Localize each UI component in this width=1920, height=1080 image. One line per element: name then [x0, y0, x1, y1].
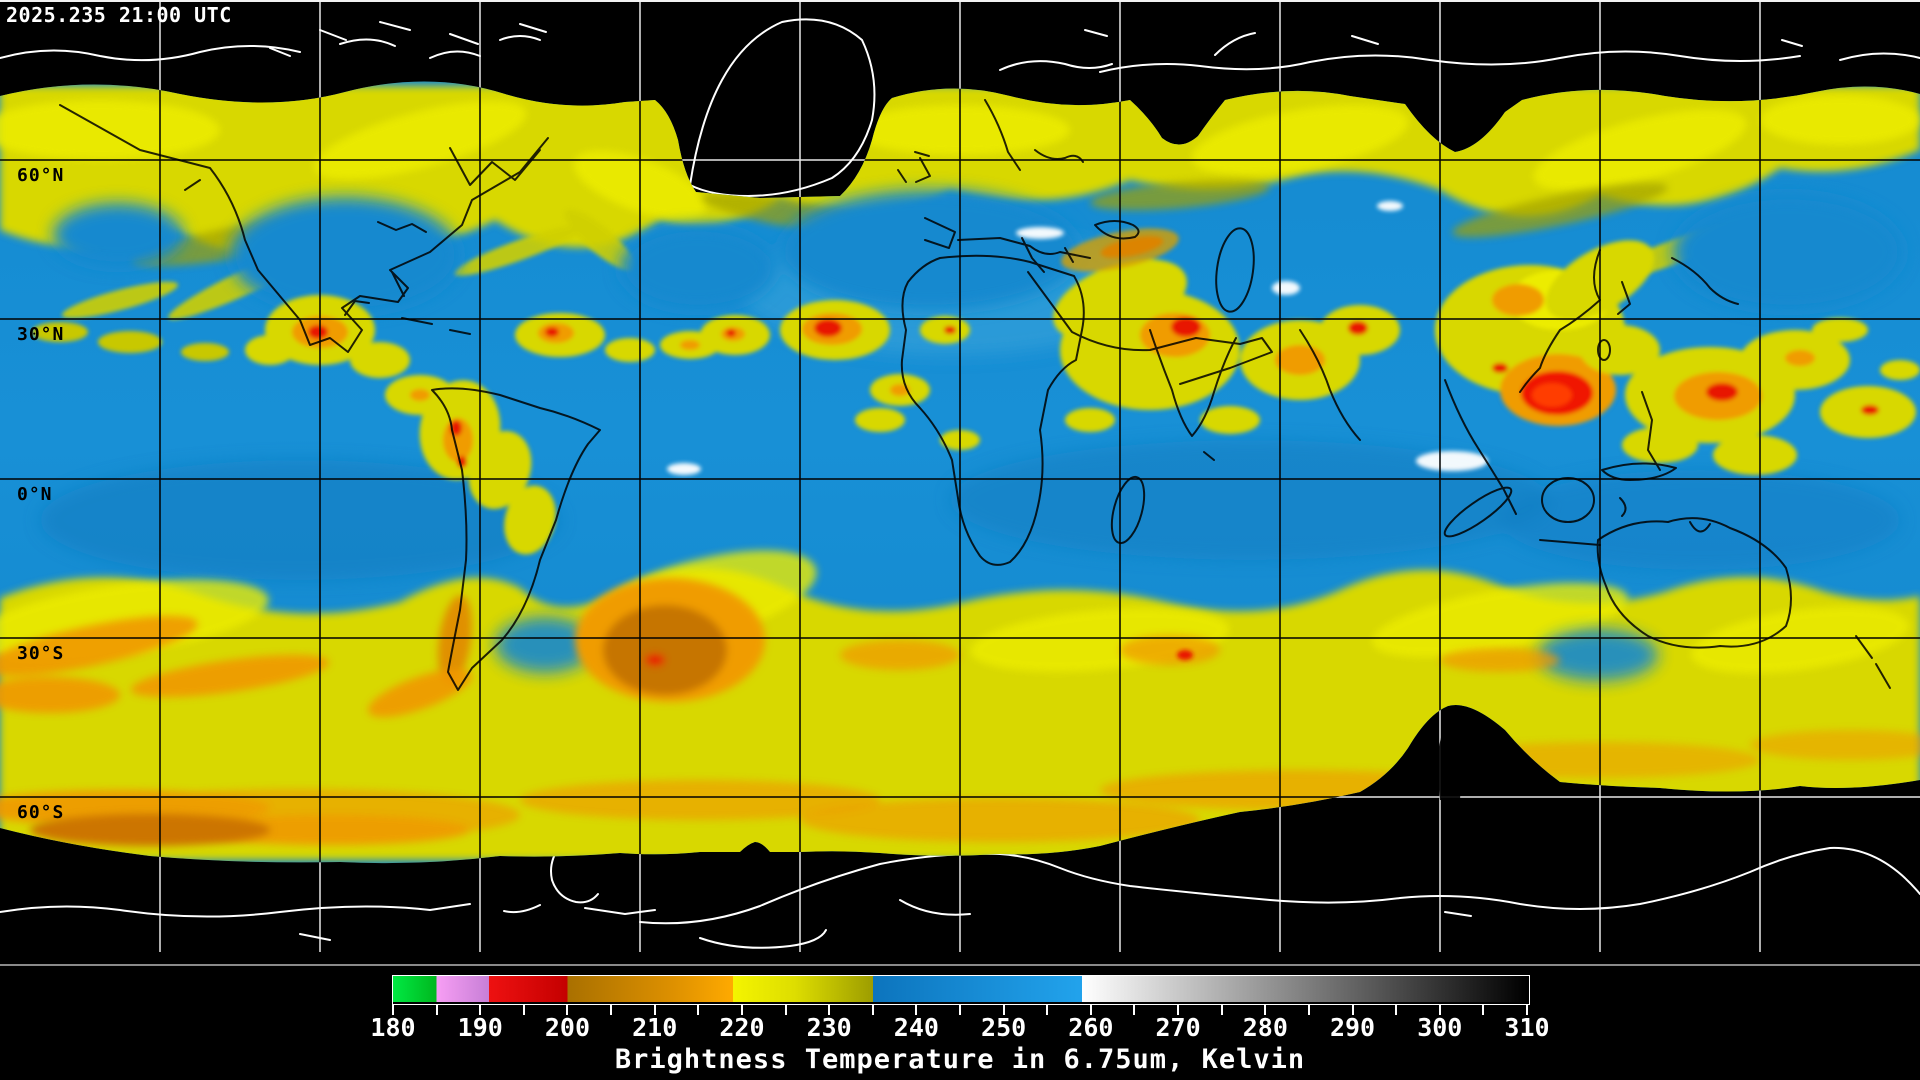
- colorbar-tick-label: 260: [1068, 1013, 1114, 1042]
- colorbar-tick-label: 300: [1417, 1013, 1463, 1042]
- colorbar-tick: [522, 1004, 525, 1015]
- colorbar-tick-label: 230: [806, 1013, 852, 1042]
- colorbar-tick-label: 250: [981, 1013, 1027, 1042]
- colorbar-caption: Brightness Temperature in 6.75um, Kelvin: [614, 1044, 1306, 1075]
- latitude-label: 0°N: [17, 484, 53, 505]
- satellite-map-image: [0, 0, 1920, 952]
- colorbar-tick-label: 210: [632, 1013, 678, 1042]
- latitude-label: 60°S: [17, 802, 65, 823]
- colorbar-tick: [915, 1004, 918, 1015]
- colorbar-tick-label: 200: [544, 1013, 591, 1042]
- colorbar-tick-label: 220: [719, 1013, 765, 1042]
- colorbar-tick: [1089, 1004, 1092, 1015]
- colorbar-tick: [1002, 1004, 1005, 1015]
- polar-coastlines: [0, 18, 1920, 949]
- latitude-label: 30°N: [17, 324, 65, 345]
- colorbar-tick: [784, 1004, 787, 1015]
- colorbar-tick-label: 180: [370, 1013, 416, 1042]
- colorbar-tick: [479, 1004, 482, 1015]
- colorbar: [392, 975, 1530, 1005]
- colorbar-tick: [1395, 1004, 1398, 1015]
- colorbar-tick: [435, 1004, 438, 1015]
- colorbar-tick-label: 310: [1504, 1013, 1550, 1042]
- colorbar-tick: [1351, 1004, 1354, 1015]
- colorbar-tick: [1307, 1004, 1310, 1015]
- latitude-label: 60°N: [17, 165, 65, 186]
- colorbar-tick: [1177, 1004, 1180, 1015]
- colorbar-tick: [566, 1004, 569, 1015]
- colorbar-tick: [959, 1004, 961, 1015]
- colorbar-tick: [392, 1004, 394, 1015]
- colorbar-tick-label: 240: [893, 1013, 939, 1042]
- colorbar-tick: [610, 1004, 613, 1015]
- colorbar-tick: [1526, 1004, 1528, 1015]
- colorbar-tick: [1264, 1004, 1267, 1015]
- colorbar-tick: [1220, 1004, 1223, 1015]
- colorbar-gradient: [393, 976, 1527, 1002]
- colorbar-tick: [1438, 1004, 1441, 1015]
- coastlines: [59, 99, 1891, 691]
- colorbar-tick: [1046, 1004, 1049, 1015]
- colorbar-tick-label: 280: [1242, 1013, 1288, 1042]
- map-bottom-border: [0, 964, 1920, 966]
- greenland-coastline: [689, 18, 876, 197]
- colorbar-tick-label: 270: [1155, 1013, 1201, 1042]
- colorbar-tick-label: 190: [457, 1013, 503, 1042]
- colorbar-tick: [871, 1004, 874, 1015]
- colorbar-tick-label: 290: [1329, 1013, 1376, 1042]
- colorbar-tick: [653, 1004, 656, 1015]
- timestamp: 2025.235 21:00 UTC: [6, 3, 232, 27]
- colorbar-tick: [1133, 1004, 1136, 1015]
- latitude-label: 30°S: [17, 643, 65, 664]
- colorbar-tick: [740, 1004, 743, 1015]
- map-top-border: [0, 0, 1920, 2]
- scan-gaps: [740, 706, 1462, 862]
- colorbar-tick: [1482, 1004, 1485, 1015]
- colorbar-tick: [828, 1004, 831, 1015]
- colorbar-tick: [697, 1004, 700, 1015]
